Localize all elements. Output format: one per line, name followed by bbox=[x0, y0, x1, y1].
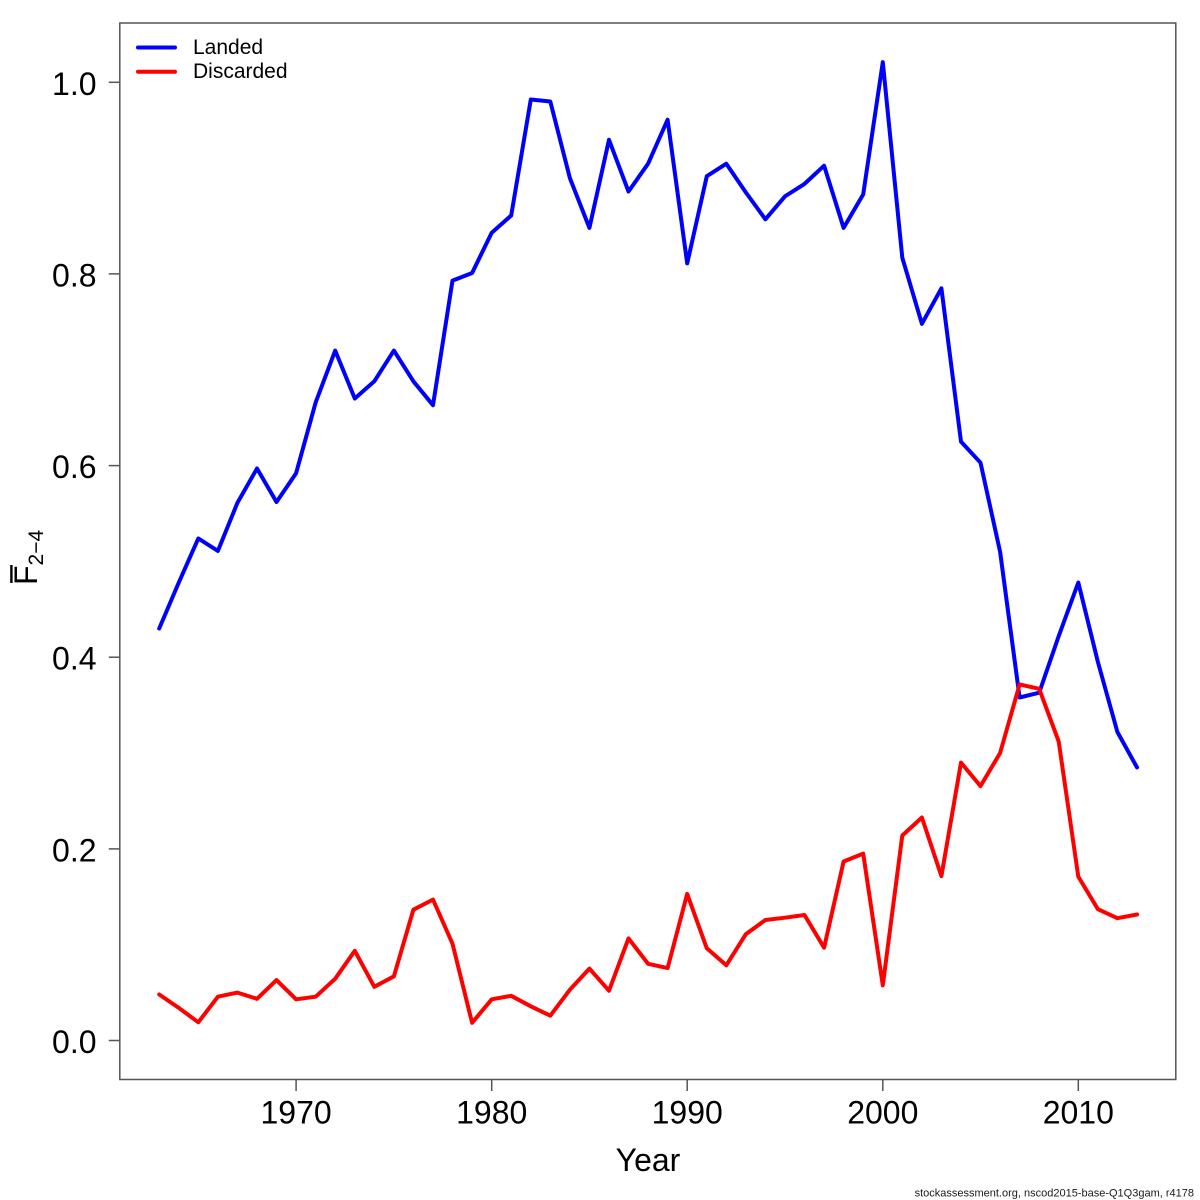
svg-text:stockassessment.org, nscod2015: stockassessment.org, nscod2015-base-Q1Q3… bbox=[915, 1188, 1194, 1200]
svg-text:1990: 1990 bbox=[652, 1095, 723, 1131]
svg-text:0.4: 0.4 bbox=[52, 641, 96, 677]
svg-text:1980: 1980 bbox=[456, 1095, 527, 1131]
svg-text:0.0: 0.0 bbox=[52, 1024, 96, 1060]
svg-text:2000: 2000 bbox=[847, 1095, 918, 1131]
svg-text:0.8: 0.8 bbox=[52, 257, 96, 293]
svg-text:0.2: 0.2 bbox=[52, 832, 96, 868]
svg-text:Year: Year bbox=[616, 1142, 681, 1178]
svg-text:Landed: Landed bbox=[193, 36, 263, 59]
svg-text:Discarded: Discarded bbox=[193, 60, 288, 83]
svg-text:1970: 1970 bbox=[261, 1095, 332, 1131]
svg-text:0.6: 0.6 bbox=[52, 449, 96, 485]
svg-text:1.0: 1.0 bbox=[52, 66, 96, 102]
svg-text:2010: 2010 bbox=[1043, 1095, 1114, 1131]
